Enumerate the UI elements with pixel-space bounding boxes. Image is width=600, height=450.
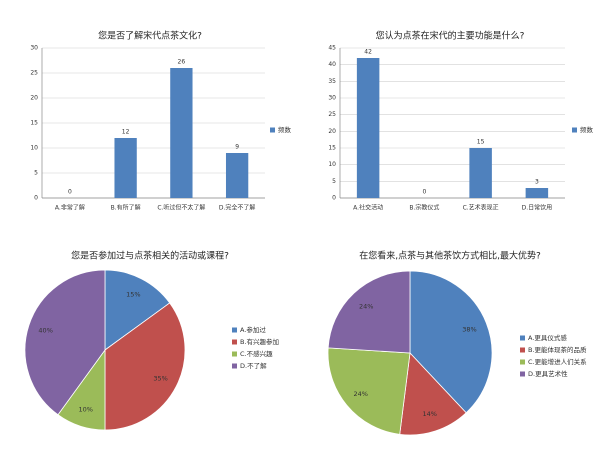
data-label: 14% [423,410,437,418]
y-tick-label: 0 [34,195,38,202]
y-tick-label: 20 [328,128,336,135]
data-label: 40% [38,327,52,335]
data-label: 15% [126,290,140,298]
y-tick-label: 45 [328,45,336,52]
pie-slice [327,270,411,354]
y-tick-label: 5 [332,178,336,185]
legend-label: 频数 [278,125,292,134]
y-tick-label: 5 [34,170,38,177]
x-tick-label: C.艺术表现正 [463,204,499,212]
legend-label: B.更能体现茶的品质 [528,345,587,354]
y-tick-label: 25 [328,111,336,118]
legend-swatch [232,351,237,357]
y-tick-label: 10 [30,145,38,152]
x-tick-label: A.社交活动 [353,204,383,212]
chart-title: 您是否参加过与点茶相关的活动或课程? [71,250,229,262]
data-label: 38% [462,325,476,333]
pie-slice [104,269,171,351]
data-label: 9 [235,144,239,151]
y-tick-label: 25 [30,70,38,77]
y-tick-label: 10 [328,161,336,168]
chart-title: 您是否了解宋代点茶文化? [98,30,202,42]
x-tick-label: D.完全不了解 [219,204,256,212]
legend-label: D.更具艺术性 [528,369,568,378]
legend-swatch [270,127,275,133]
data-label: 24% [359,302,373,310]
y-tick-label: 30 [30,45,38,52]
data-label: 10% [78,405,92,413]
legend-swatch [572,127,577,133]
legend-label: D.不了解 [240,361,267,370]
y-tick-label: 30 [328,95,336,102]
data-label: 12 [122,129,130,136]
data-label: 26 [178,59,186,66]
chart-title: 您认为点茶在宋代的主要功能是什么? [376,30,525,42]
chart-title: 在您看来,点茶与其他茶饮方式相比,最大优势? [359,250,541,262]
data-label: 3 [535,179,539,186]
data-label: 42 [364,49,372,56]
legend-label: B.有兴趣参加 [240,337,279,346]
y-tick-label: 15 [30,120,38,127]
legend-label: A.参加过 [240,325,266,334]
x-tick-label: C.听过但不太了解 [157,204,205,212]
y-tick-label: 15 [328,145,336,152]
legend-swatch [232,363,237,369]
data-label: 35% [153,374,167,382]
legend-swatch [232,327,237,333]
y-tick-label: 35 [328,78,336,85]
x-tick-label: B.有所了解 [111,204,141,212]
bar [114,138,137,198]
x-tick-label: B.宗教仪式 [409,204,439,212]
data-label: 24% [353,390,367,398]
bar [525,188,549,198]
y-tick-label: 40 [328,61,336,68]
pie-slice [104,302,186,431]
legend-swatch [520,359,525,365]
data-label: 0 [422,189,426,196]
legend-swatch [232,339,237,345]
x-tick-label: D.日常饮用 [522,204,553,212]
pie-slice [327,347,411,435]
legend-label: 频数 [580,125,594,134]
bar [356,58,380,198]
y-tick-label: 0 [332,195,336,202]
legend-label: C.更能增进人们关系 [528,357,587,366]
data-label: 0 [68,189,72,196]
y-tick-label: 20 [30,95,38,102]
legend-label: C.不感兴趣 [240,349,273,358]
legend-label: A.更具仪式感 [528,333,567,342]
pie-slice [409,270,493,414]
pie-slice [399,352,467,436]
legend-swatch [520,347,525,353]
bar [170,68,193,198]
x-tick-label: A.非常了解 [55,204,85,212]
bar [469,148,492,198]
legend-swatch [520,335,525,341]
data-label: 15 [477,139,485,146]
bar [225,153,249,198]
pie-slice [24,269,106,416]
legend-swatch [520,371,525,377]
